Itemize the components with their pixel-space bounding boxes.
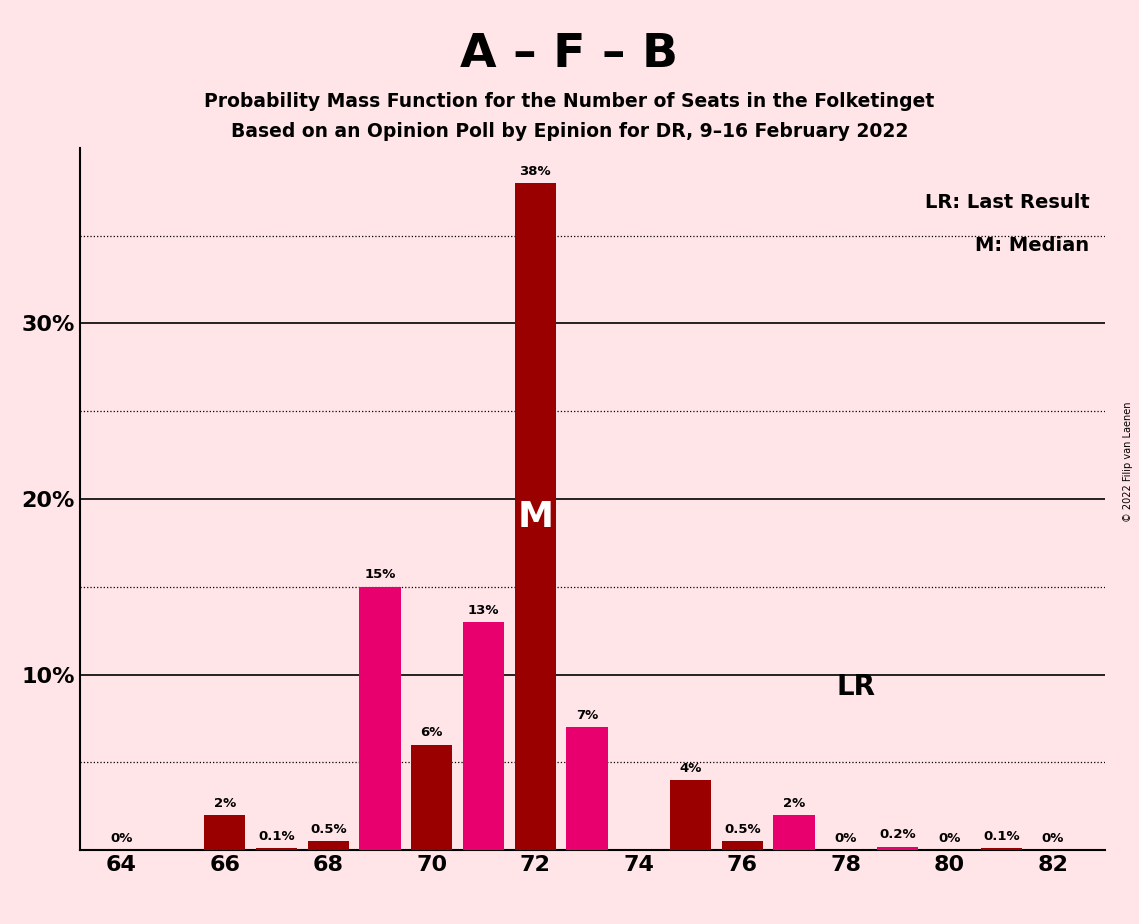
Text: © 2022 Filip van Laenen: © 2022 Filip van Laenen <box>1123 402 1133 522</box>
Text: M: M <box>517 500 554 533</box>
Bar <box>566 727 608 850</box>
Text: LR: Last Result: LR: Last Result <box>925 193 1089 213</box>
Text: 15%: 15% <box>364 568 395 581</box>
Text: 6%: 6% <box>420 726 443 739</box>
Bar <box>204 815 245 850</box>
Bar <box>256 848 297 850</box>
Text: M: Median: M: Median <box>975 236 1089 255</box>
Text: 4%: 4% <box>680 761 702 774</box>
Text: A – F – B: A – F – B <box>460 32 679 78</box>
Bar <box>411 745 452 850</box>
Text: Probability Mass Function for the Number of Seats in the Folketinget: Probability Mass Function for the Number… <box>204 92 935 112</box>
Text: 2%: 2% <box>784 796 805 809</box>
Text: 0%: 0% <box>939 832 960 845</box>
Text: Based on an Opinion Poll by Epinion for DR, 9–16 February 2022: Based on an Opinion Poll by Epinion for … <box>231 122 908 141</box>
Bar <box>773 815 814 850</box>
Text: 0.1%: 0.1% <box>259 830 295 843</box>
Text: 0.2%: 0.2% <box>879 828 916 842</box>
Bar <box>359 587 401 850</box>
Bar <box>462 622 505 850</box>
Bar <box>722 842 763 850</box>
Text: 0%: 0% <box>835 832 858 845</box>
Bar <box>981 848 1022 850</box>
Text: 38%: 38% <box>519 164 551 177</box>
Text: 0%: 0% <box>110 832 132 845</box>
Bar <box>515 183 556 850</box>
Text: 0.5%: 0.5% <box>310 823 346 836</box>
Text: LR: LR <box>837 673 876 701</box>
Text: 13%: 13% <box>468 603 499 616</box>
Text: 0.5%: 0.5% <box>724 823 761 836</box>
Bar <box>877 846 918 850</box>
Text: 2%: 2% <box>214 796 236 809</box>
Text: 7%: 7% <box>576 709 598 722</box>
Text: 0.1%: 0.1% <box>983 830 1019 843</box>
Bar <box>308 842 349 850</box>
Text: 0%: 0% <box>1042 832 1064 845</box>
Bar <box>670 780 712 850</box>
